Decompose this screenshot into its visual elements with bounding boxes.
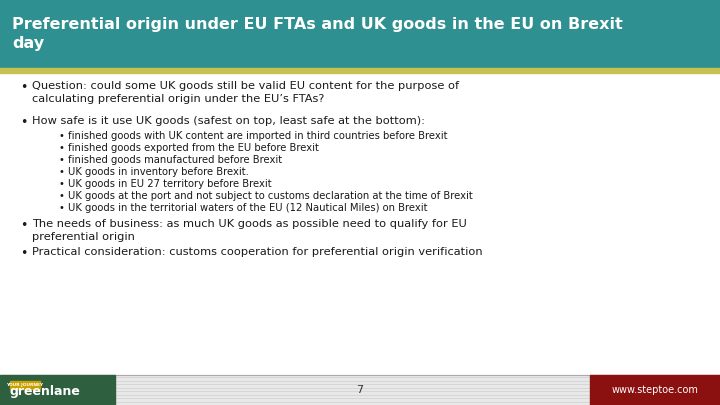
Text: UK goods at the port and not subject to customs declaration at the time of Brexi: UK goods at the port and not subject to …: [68, 191, 473, 201]
Text: UK goods in EU 27 territory before Brexit: UK goods in EU 27 territory before Brexi…: [68, 179, 271, 189]
Text: finished goods manufactured before Brexit: finished goods manufactured before Brexi…: [68, 155, 282, 165]
Bar: [0, 0, 720, 68]
Text: UK goods in inventory before Brexit.: UK goods in inventory before Brexit.: [68, 167, 249, 177]
Bar: [590, 375, 720, 405]
Text: •: •: [58, 179, 64, 189]
Text: UK goods in the territorial waters of the EU (12 Nautical Miles) on Brexit: UK goods in the territorial waters of th…: [68, 203, 428, 213]
Text: •: •: [20, 81, 27, 94]
Text: •: •: [20, 116, 27, 129]
Text: finished goods exported from the EU before Brexit: finished goods exported from the EU befo…: [68, 143, 319, 153]
Text: Practical consideration: customs cooperation for preferential origin verificatio: Practical consideration: customs coopera…: [32, 247, 482, 257]
Text: How safe is it use UK goods (safest on top, least safe at the bottom):: How safe is it use UK goods (safest on t…: [32, 116, 425, 126]
Text: •: •: [58, 203, 64, 213]
Text: •: •: [20, 247, 27, 260]
Text: www.steptoe.com: www.steptoe.com: [611, 385, 698, 395]
Text: •: •: [58, 131, 64, 141]
Text: greenlane: greenlane: [10, 384, 81, 397]
Text: The needs of business: as much UK goods as possible need to qualify for EU
prefe: The needs of business: as much UK goods …: [32, 219, 467, 242]
Bar: [10, 381, 40, 389]
Text: Question: could some UK goods still be valid EU content for the purpose of
calcu: Question: could some UK goods still be v…: [32, 81, 459, 104]
Text: •: •: [58, 143, 64, 153]
Text: •: •: [20, 219, 27, 232]
Bar: [0, 68, 720, 73]
Bar: [0, 375, 720, 405]
Bar: [0, 375, 115, 405]
Text: Preferential origin under EU FTAs and UK goods in the EU on Brexit
day: Preferential origin under EU FTAs and UK…: [12, 17, 623, 51]
Text: •: •: [58, 155, 64, 165]
Text: •: •: [58, 167, 64, 177]
Text: finished goods with UK content are imported in third countries before Brexit: finished goods with UK content are impor…: [68, 131, 448, 141]
Text: •: •: [58, 191, 64, 201]
Text: 7: 7: [356, 385, 364, 395]
Text: YOUR JOURNEY: YOUR JOURNEY: [6, 383, 44, 387]
